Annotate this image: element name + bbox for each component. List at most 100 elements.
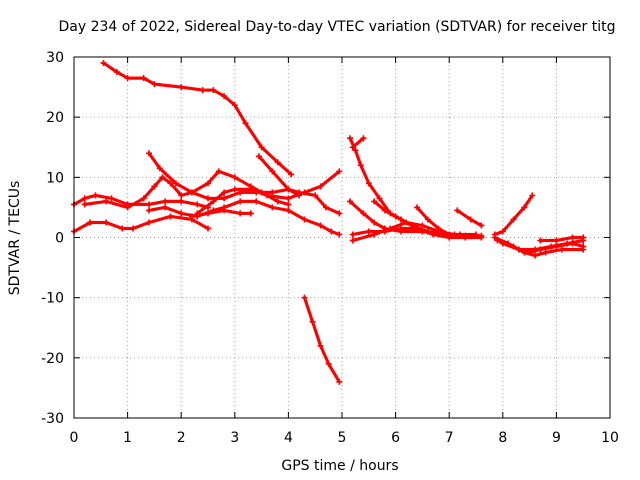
y-tick-label: -20	[41, 351, 64, 367]
data-point	[414, 204, 421, 211]
data-point	[188, 189, 195, 196]
data-point	[580, 246, 587, 253]
data-point	[347, 135, 354, 142]
data-point	[336, 168, 343, 175]
series-track-9	[255, 153, 303, 199]
data-point	[221, 195, 228, 202]
data-point	[288, 171, 295, 178]
data-point	[237, 198, 244, 205]
data-point	[371, 219, 378, 226]
data-point	[231, 186, 238, 193]
data-point	[231, 174, 238, 181]
data-point	[467, 233, 474, 240]
data-point	[285, 207, 292, 214]
series-track-16	[371, 198, 404, 223]
data-point	[365, 228, 372, 235]
data-point	[491, 234, 498, 241]
data-point	[205, 195, 211, 202]
data-point	[451, 231, 458, 238]
data-point	[542, 249, 549, 256]
data-point	[140, 75, 147, 82]
y-tick-labels: -30 -20 -10 0 10 20 30	[41, 50, 64, 427]
data-point	[108, 195, 115, 202]
data-point	[419, 222, 426, 229]
series-track-3	[71, 213, 211, 235]
data-point	[478, 234, 485, 241]
chart-title: Day 234 of 2022, Sidereal Day-to-day VTE…	[59, 19, 616, 35]
series-layer	[71, 60, 587, 385]
data-point	[255, 153, 262, 160]
series-track-6	[146, 198, 343, 238]
data-point	[494, 237, 501, 244]
data-point	[210, 87, 217, 94]
series-markers	[415, 205, 451, 237]
data-point	[210, 198, 217, 205]
data-point	[188, 213, 195, 220]
data-point	[162, 198, 169, 205]
series-track-17	[414, 204, 453, 238]
data-point	[403, 219, 410, 226]
data-point	[156, 165, 163, 172]
series-markers	[493, 193, 534, 237]
data-point	[103, 198, 110, 205]
data-point	[336, 378, 343, 385]
data-point	[569, 234, 576, 241]
data-point	[376, 195, 383, 202]
data-point	[146, 201, 153, 208]
data-point	[167, 213, 174, 220]
x-tick-label: 6	[391, 430, 400, 446]
data-point	[430, 231, 437, 238]
data-point	[172, 180, 179, 187]
data-point	[537, 237, 544, 244]
data-point	[269, 168, 276, 175]
data-point	[336, 231, 343, 238]
y-tick-label: 30	[46, 50, 64, 66]
series-markers	[101, 61, 293, 176]
data-point	[387, 225, 394, 232]
data-point	[231, 102, 238, 109]
series-track-11	[347, 135, 479, 238]
data-point	[274, 198, 281, 205]
x-tick-label: 5	[338, 430, 347, 446]
series-track-19	[491, 192, 536, 238]
series-track-10	[301, 294, 343, 385]
data-point	[269, 204, 276, 211]
x-tick-label: 2	[177, 430, 186, 446]
data-point	[146, 207, 153, 214]
data-point	[392, 213, 399, 220]
data-point	[221, 189, 228, 196]
series-track-23	[537, 234, 587, 244]
data-point	[301, 216, 308, 223]
plot-frame	[73, 56, 611, 419]
data-point	[371, 198, 378, 205]
data-point	[397, 225, 404, 232]
data-point	[317, 222, 324, 229]
data-point	[100, 60, 107, 67]
x-tick-label: 7	[445, 430, 454, 446]
data-point	[87, 219, 94, 226]
data-point	[140, 195, 147, 202]
data-point	[446, 231, 453, 238]
x-tick-label: 10	[601, 430, 619, 446]
data-point	[237, 210, 244, 217]
series-markers	[72, 193, 210, 209]
data-point	[199, 87, 206, 94]
data-point	[521, 204, 528, 211]
data-point	[221, 207, 228, 214]
data-point	[515, 246, 522, 253]
x-tick-label: 1	[123, 430, 132, 446]
y-tick-label: -10	[41, 291, 64, 307]
x-tick-label: 8	[498, 430, 507, 446]
data-point	[414, 225, 421, 232]
data-point	[360, 210, 367, 217]
data-point	[347, 198, 354, 205]
y-tick-label: 20	[46, 110, 64, 126]
series-track-1	[100, 60, 295, 178]
data-point	[274, 159, 281, 166]
data-point	[285, 195, 292, 202]
data-point	[263, 192, 270, 199]
data-point	[269, 189, 276, 196]
data-point	[146, 219, 153, 226]
data-point	[381, 207, 388, 214]
